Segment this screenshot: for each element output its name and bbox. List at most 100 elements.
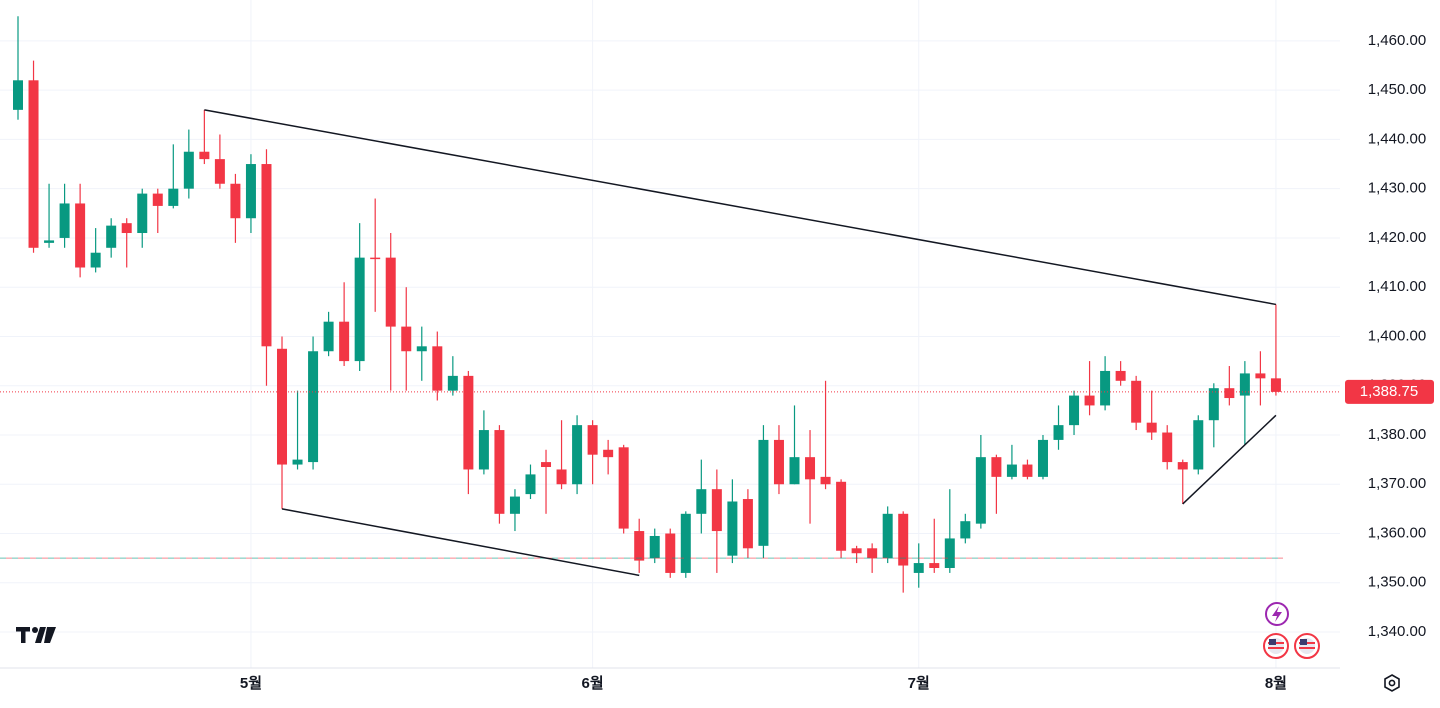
candle-body <box>1239 373 1250 396</box>
candle-body <box>929 563 940 568</box>
candle-body <box>370 257 381 260</box>
plot <box>13 16 1281 593</box>
y-tick-label: 1,460.00 <box>1368 32 1426 49</box>
candle-body <box>1100 370 1111 406</box>
candle-body <box>1255 373 1266 379</box>
candle-body <box>711 489 722 532</box>
event-icon[interactable] <box>1263 633 1289 659</box>
trendline <box>1182 414 1277 505</box>
candle-body <box>323 321 334 352</box>
candle-body <box>401 326 412 352</box>
candle-body <box>665 533 676 573</box>
candle-body <box>416 346 427 352</box>
x-tick-label: 5월 <box>240 675 262 692</box>
candle-body <box>292 459 303 465</box>
candle-body <box>820 476 831 485</box>
candle-body <box>137 193 148 234</box>
candle-body <box>867 548 878 559</box>
candle-body <box>649 535 660 559</box>
logo <box>16 627 56 643</box>
candle-body <box>1131 380 1142 423</box>
candle-body <box>432 346 443 391</box>
candle-body <box>789 457 800 485</box>
candle-body <box>758 439 769 546</box>
candle-body <box>541 462 552 468</box>
candle-body <box>960 521 971 539</box>
candle-body <box>90 252 101 268</box>
candle-body <box>1006 464 1017 477</box>
x-tick-label: 7월 <box>908 675 930 692</box>
candle-body <box>805 457 816 480</box>
candle-body <box>1162 432 1173 463</box>
candle-body <box>525 474 536 495</box>
y-tick-label: 1,440.00 <box>1368 130 1426 147</box>
candle-body <box>944 538 955 568</box>
candle-body <box>339 321 350 362</box>
candle-body <box>1069 395 1080 426</box>
trendline <box>204 109 1277 306</box>
y-tick-label: 1,410.00 <box>1368 278 1426 295</box>
candle-body <box>1224 388 1235 399</box>
candle-body <box>447 375 458 391</box>
candle-body <box>680 513 691 573</box>
y-tick-label: 1,420.00 <box>1368 229 1426 246</box>
candle-body <box>199 151 210 160</box>
last-price-label: 1,388.75 <box>1360 383 1418 400</box>
x-tick-label: 6월 <box>582 675 604 692</box>
candle-body <box>1270 378 1281 392</box>
candle-body <box>991 457 1002 477</box>
candle-body <box>587 425 598 455</box>
candle-body <box>354 257 365 362</box>
candle-body <box>28 80 39 248</box>
candle-body <box>1115 370 1126 381</box>
candle-body <box>1193 420 1204 470</box>
y-tick-label: 1,340.00 <box>1368 623 1426 640</box>
candle-body <box>836 481 847 551</box>
y-tick-label: 1,370.00 <box>1368 475 1426 492</box>
candle-body <box>634 531 645 561</box>
candle-body <box>1208 388 1219 421</box>
candle-body <box>1084 395 1095 406</box>
candle-body <box>168 188 179 206</box>
candle-body <box>773 439 784 485</box>
overlay <box>0 109 1340 577</box>
y-tick-label: 1,400.00 <box>1368 327 1426 344</box>
candle-body <box>975 457 986 524</box>
event-icon[interactable] <box>1265 602 1289 626</box>
candle-body <box>478 430 489 470</box>
candle-body <box>851 548 862 554</box>
candle-body <box>1037 439 1048 477</box>
y-tick-label: 1,380.00 <box>1368 426 1426 443</box>
candle-body <box>556 469 567 485</box>
candle-body <box>618 447 629 529</box>
candle-body <box>509 496 520 514</box>
candle-body <box>572 425 583 485</box>
candle-body <box>13 80 23 110</box>
candle-body <box>1146 422 1157 433</box>
y-axis: 1,340.00 1,350.00 1,360.00 1,370.00 1,380.00… <box>240 32 1434 692</box>
candle-body <box>463 375 474 470</box>
candle-body <box>277 348 288 465</box>
event-icon[interactable] <box>1294 633 1320 659</box>
candle-body <box>385 257 396 327</box>
settings-button[interactable] <box>1384 674 1400 692</box>
candle-body <box>727 501 738 556</box>
y-tick-label: 1,350.00 <box>1368 574 1426 591</box>
candle-body <box>59 203 70 238</box>
trendline <box>281 508 640 577</box>
candle-body <box>121 223 132 234</box>
candle-body <box>245 164 256 219</box>
candle-body <box>75 203 86 268</box>
candle-body <box>106 225 117 248</box>
candle-body <box>696 489 707 514</box>
grid <box>0 0 1340 668</box>
candle-body <box>230 183 241 219</box>
candle-body <box>1177 462 1188 470</box>
candle-body <box>1022 464 1033 477</box>
candle-body <box>603 449 614 458</box>
candle-body <box>742 499 753 549</box>
candle-body <box>44 240 55 243</box>
candle-body <box>913 563 924 573</box>
candle-body <box>261 164 272 347</box>
